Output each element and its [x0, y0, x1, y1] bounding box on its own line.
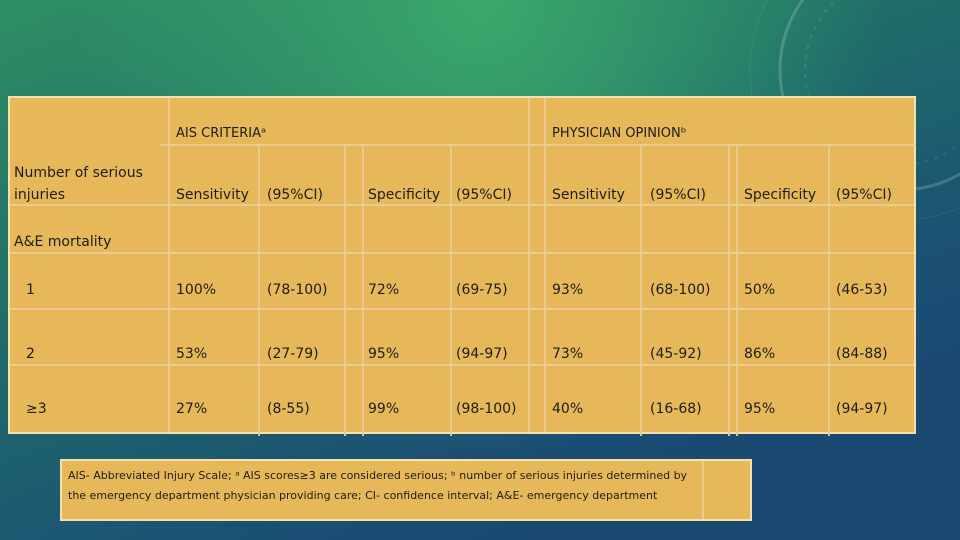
table-cell: (78-100)	[267, 282, 328, 298]
table-cell: 95%	[368, 346, 400, 362]
table-cell: 86%	[744, 346, 776, 362]
table-cell: 53%	[176, 346, 208, 362]
col-header: (95%CI)	[267, 187, 323, 203]
table-cell: (94-97)	[836, 401, 888, 417]
table-cell: (94-97)	[456, 346, 508, 362]
subgroup-label: A&E mortality	[14, 234, 112, 250]
col-header: (95%CI)	[456, 187, 512, 203]
table-cell: (8-55)	[267, 401, 310, 417]
table-cell: (69-75)	[456, 282, 508, 298]
col-header: Sensitivity	[176, 187, 249, 203]
table-cell: 99%	[368, 401, 400, 417]
table-cell: 27%	[176, 401, 208, 417]
footnote-text: AIS- Abbreviated Injury Scale; ᵃ AIS sco…	[68, 469, 688, 502]
table-cell: 50%	[744, 282, 776, 298]
table-cell: (45-92)	[650, 346, 702, 362]
table-cell: (84-88)	[836, 346, 888, 362]
table-cell: 93%	[552, 282, 584, 298]
row-label: 1	[26, 282, 35, 298]
footnote-box: AIS- Abbreviated Injury Scale; ᵃ AIS sco…	[60, 459, 752, 521]
col-header: Specificity	[744, 187, 817, 203]
table-cell: (16-68)	[650, 401, 702, 417]
table-cell: 73%	[552, 346, 584, 362]
row-header-label: Number of serious injuries	[14, 165, 143, 203]
group-header-physician: PHYSICIAN OPINIONᵇ	[552, 126, 687, 141]
table-cell: 40%	[552, 401, 584, 417]
col-header: (95%CI)	[650, 187, 706, 203]
table-cell: 72%	[368, 282, 400, 298]
table-cell: (68-100)	[650, 282, 711, 298]
col-header: Sensitivity	[552, 187, 625, 203]
col-header: (95%CI)	[836, 187, 892, 203]
table-cell: 95%	[744, 401, 776, 417]
results-table: AIS CRITERIAᵃ PHYSICIAN OPINIONᵇ Number …	[8, 96, 916, 436]
table-cell: (98-100)	[456, 401, 517, 417]
table-cell: 100%	[176, 282, 217, 298]
row-label: ≥3	[26, 401, 47, 417]
table-cell: (46-53)	[836, 282, 888, 298]
col-header: Specificity	[368, 187, 441, 203]
group-header-ais: AIS CRITERIAᵃ	[176, 126, 267, 141]
table-cell: (27-79)	[267, 346, 319, 362]
row-label: 2	[26, 346, 35, 362]
